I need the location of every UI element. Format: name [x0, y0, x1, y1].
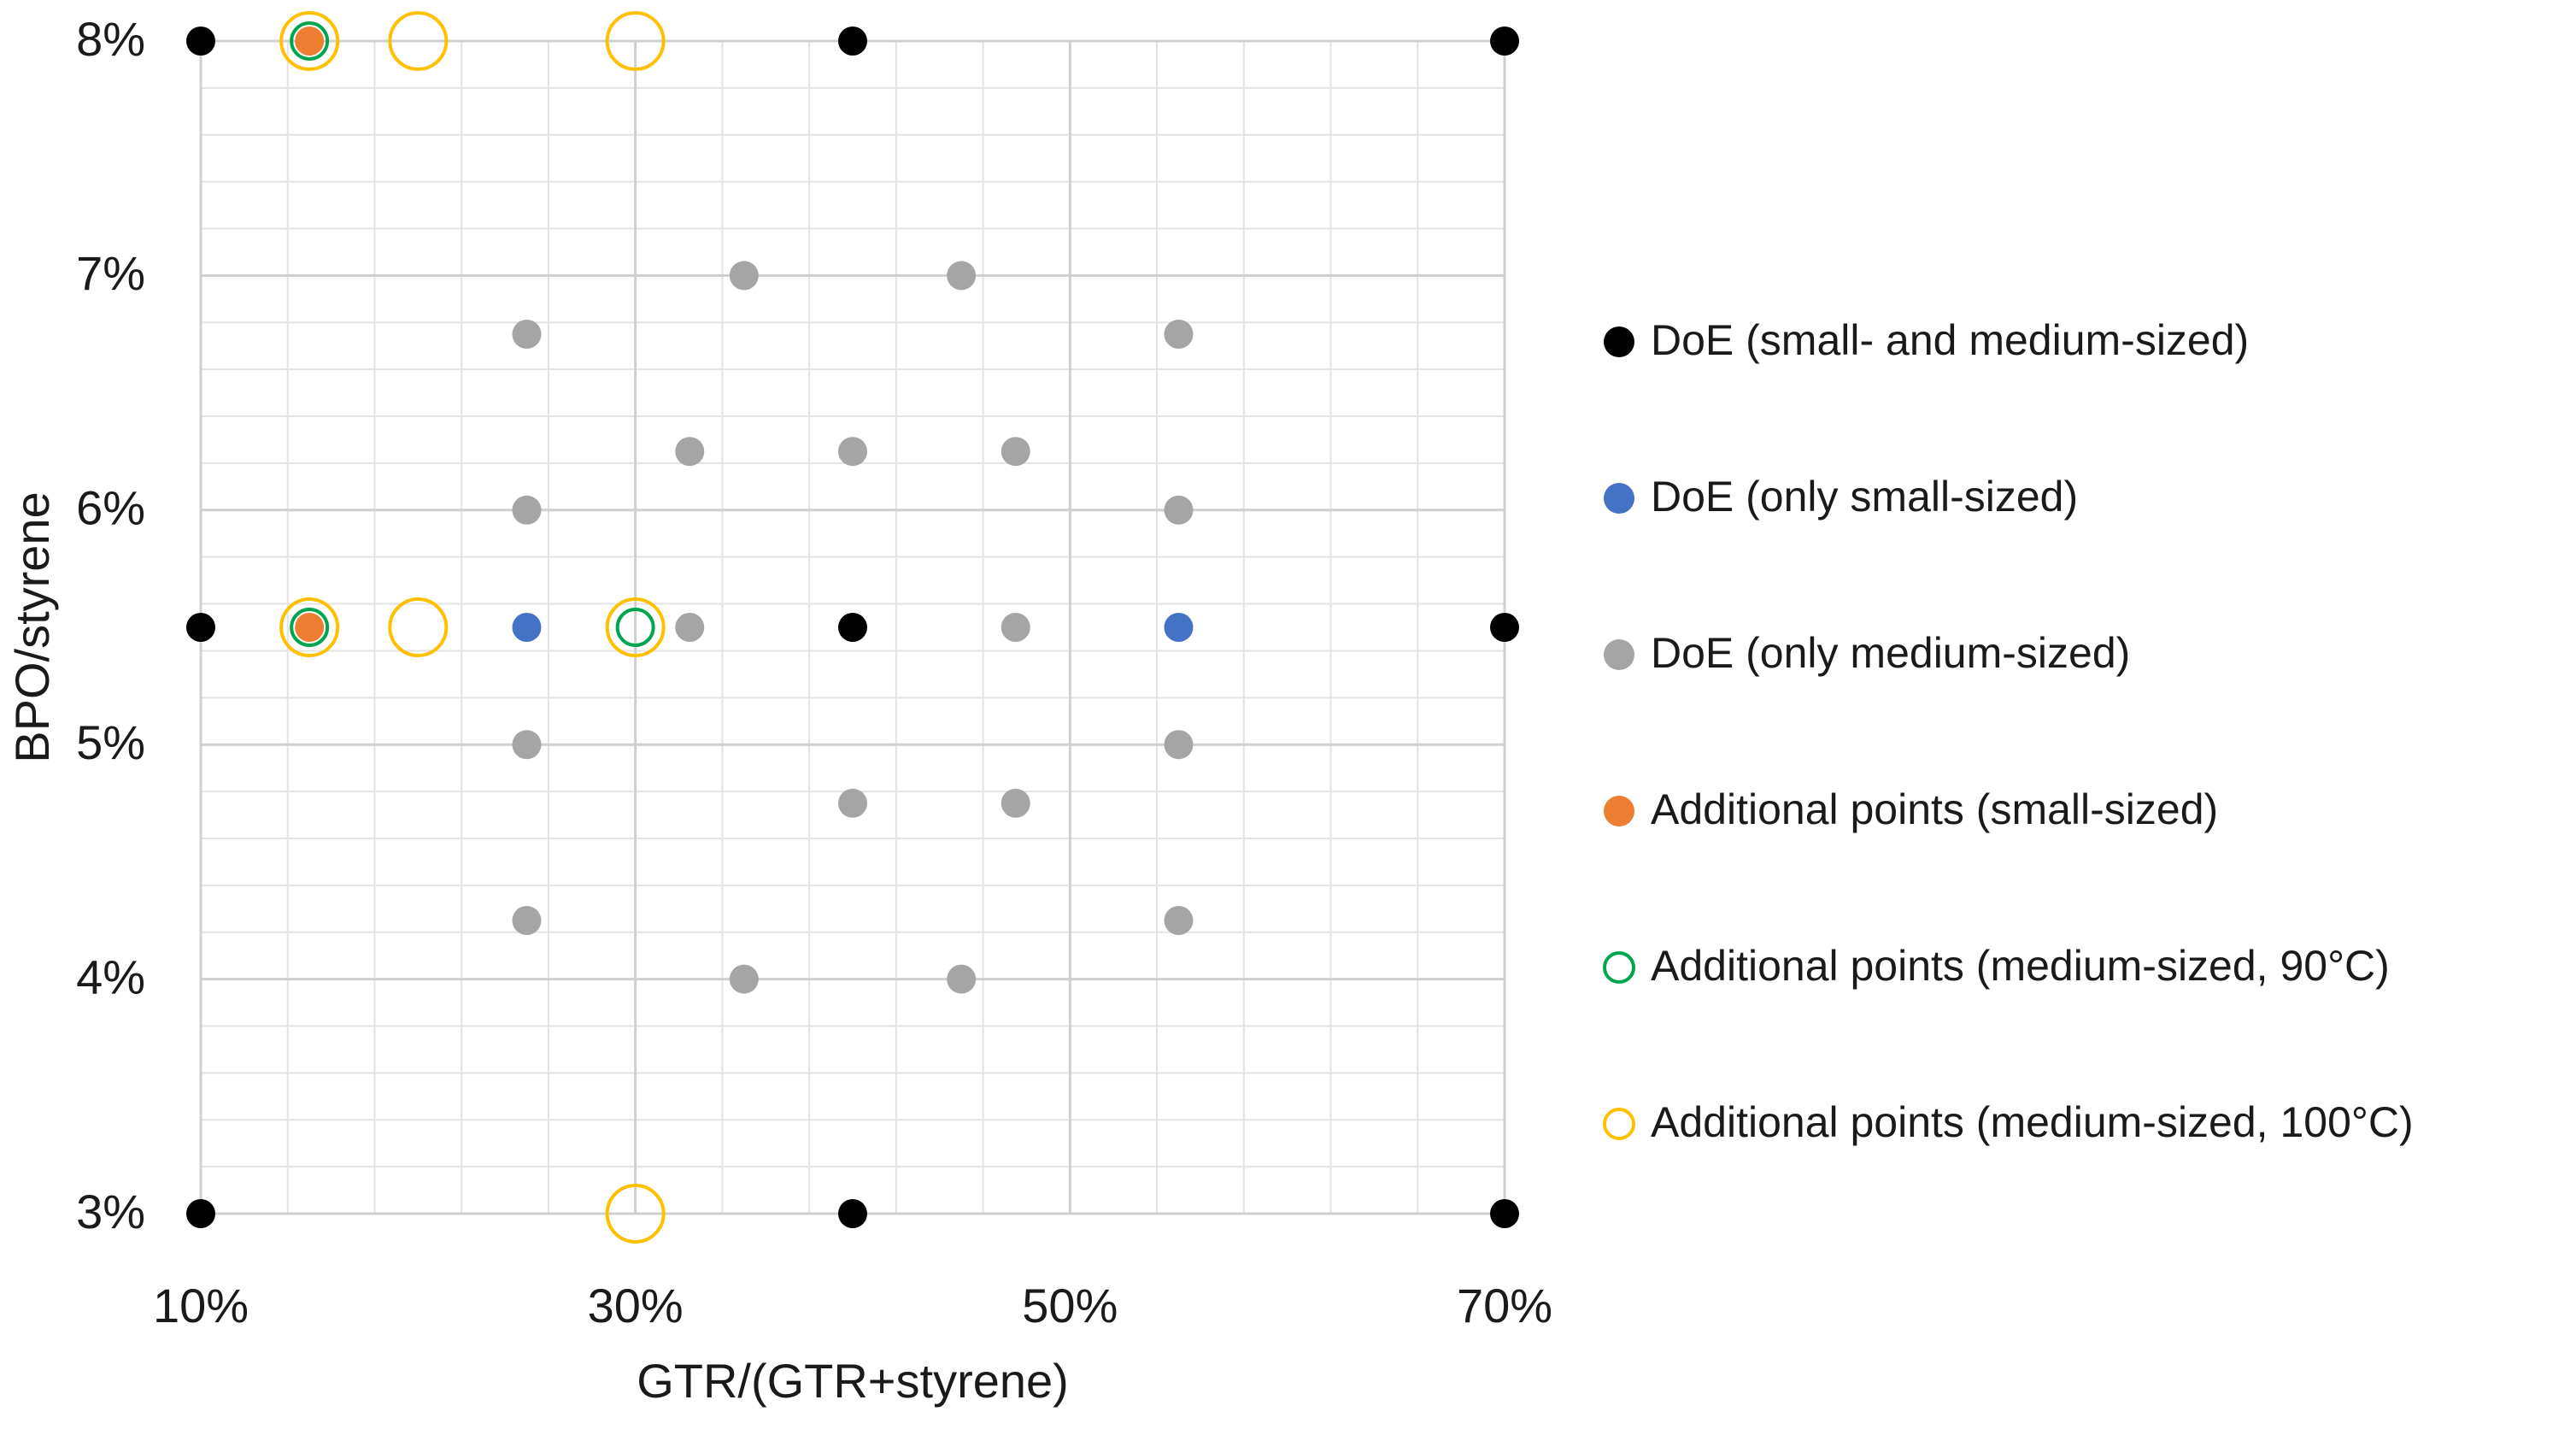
y-tick-label: 8% [76, 12, 145, 66]
data-point [1000, 788, 1030, 818]
data-point [388, 597, 449, 657]
data-point [290, 608, 330, 647]
y-axis-title: BPO/styrene [5, 491, 59, 762]
data-point [1164, 320, 1194, 349]
series [279, 11, 666, 1244]
legend-marker [1604, 483, 1634, 514]
legend-marker [1604, 796, 1634, 826]
legend-label: Additional points (medium-sized, 100°C) [1651, 1098, 2414, 1146]
data-point [838, 788, 867, 818]
data-point [279, 597, 340, 657]
data-point [512, 320, 542, 349]
data-point [838, 437, 867, 467]
data-point [279, 11, 340, 71]
data-point [512, 495, 542, 525]
legend: DoE (small- and medium-sized) DoE (only s… [1603, 316, 2414, 1146]
legend-label: Additional points (small-sized) [1651, 785, 2218, 833]
data-point [1000, 613, 1030, 642]
data-point [605, 597, 666, 657]
x-tick-label: 30% [588, 1279, 684, 1332]
series [512, 261, 1194, 994]
series [290, 21, 655, 647]
legend-label: DoE (only small-sized) [1651, 473, 2078, 520]
y-tick-label: 4% [76, 950, 145, 1003]
y-tick-label: 7% [76, 246, 145, 300]
data-point [605, 1184, 666, 1244]
legend-marker [1603, 1108, 1635, 1140]
data-point [295, 26, 325, 56]
data-point [1490, 1199, 1519, 1228]
data-point [947, 964, 977, 994]
legend-label: Additional points (medium-sized, 90°C) [1651, 942, 2390, 990]
series [186, 26, 1519, 1228]
data-point [605, 11, 666, 71]
data-point [947, 261, 977, 291]
series [295, 26, 325, 642]
series [512, 613, 1194, 642]
data-point [1164, 495, 1194, 525]
data-point [512, 730, 542, 760]
legend-marker [1604, 326, 1634, 357]
data-point [1164, 730, 1194, 760]
data-point [729, 261, 759, 291]
data-point [512, 906, 542, 935]
data-point [838, 26, 867, 56]
data-point [388, 11, 449, 71]
x-tick-label: 50% [1022, 1279, 1118, 1332]
legend-marker [1603, 951, 1635, 984]
legend-label: DoE (small- and medium-sized) [1651, 316, 2249, 364]
data-point [186, 1199, 215, 1228]
data-point [838, 613, 867, 642]
x-tick-label: 70% [1457, 1279, 1552, 1332]
data-point [729, 964, 759, 994]
data-point [838, 1199, 867, 1228]
data-point [1164, 906, 1194, 935]
data-point [512, 613, 542, 642]
data-point [295, 613, 325, 642]
data-point [675, 437, 705, 467]
y-tick-label: 6% [76, 481, 145, 535]
legend-label: DoE (only medium-sized) [1651, 629, 2130, 677]
x-tick-label: 10% [153, 1279, 249, 1332]
data-point [186, 26, 215, 56]
x-axis-title: GTR/(GTR+styrene) [637, 1354, 1069, 1408]
legend-marker [1604, 639, 1634, 670]
data-point [186, 613, 215, 642]
y-tick-label: 3% [76, 1185, 145, 1238]
data-point [675, 613, 705, 642]
data-point [615, 608, 655, 647]
data-point [290, 21, 330, 61]
data-point [1164, 613, 1194, 642]
data-point [1490, 26, 1519, 56]
y-tick-label: 5% [76, 715, 145, 769]
data-point [1490, 613, 1519, 642]
data-point [1000, 437, 1030, 467]
